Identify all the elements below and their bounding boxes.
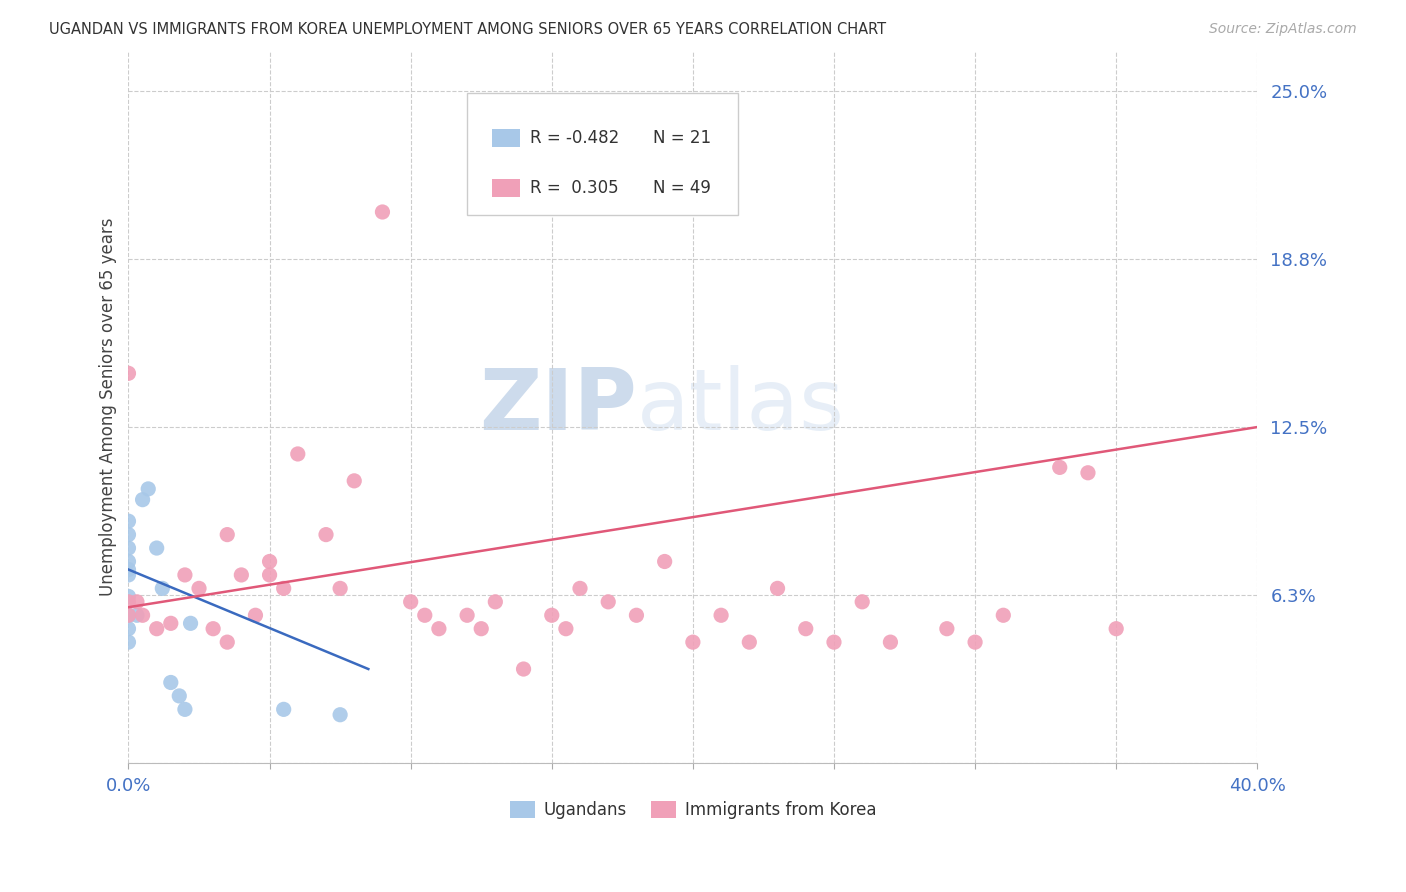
Point — [174, 568, 197, 582]
FancyBboxPatch shape — [492, 129, 520, 147]
Point — [125, 608, 148, 623]
Point — [117, 622, 139, 636]
Point — [371, 205, 394, 219]
Point — [117, 527, 139, 541]
Point — [174, 702, 197, 716]
Point — [626, 608, 648, 623]
Point — [231, 568, 253, 582]
Point — [738, 635, 761, 649]
Point — [117, 590, 139, 604]
Point — [117, 563, 139, 577]
FancyBboxPatch shape — [492, 179, 520, 197]
Text: R =  0.305: R = 0.305 — [530, 179, 619, 197]
Point — [287, 447, 309, 461]
Point — [259, 554, 281, 568]
Point — [117, 541, 139, 555]
Point — [180, 616, 202, 631]
Point — [259, 568, 281, 582]
Point — [125, 595, 148, 609]
Point — [117, 568, 139, 582]
Point — [569, 582, 592, 596]
Point — [117, 608, 139, 623]
Point — [217, 527, 239, 541]
Point — [159, 616, 181, 631]
Point — [794, 622, 817, 636]
Point — [145, 622, 167, 636]
Point — [456, 608, 478, 623]
Point — [427, 622, 450, 636]
Point — [399, 595, 422, 609]
Point — [598, 595, 620, 609]
Point — [851, 595, 873, 609]
Point — [136, 482, 159, 496]
Point — [1049, 460, 1071, 475]
Point — [217, 635, 239, 649]
Point — [169, 689, 191, 703]
Point — [159, 675, 181, 690]
Text: atlas: atlas — [637, 366, 845, 449]
Point — [710, 608, 733, 623]
Point — [188, 582, 211, 596]
Point — [273, 702, 295, 716]
Point — [117, 595, 139, 609]
Point — [470, 622, 492, 636]
Point — [554, 622, 576, 636]
Point — [202, 622, 225, 636]
Point — [131, 492, 153, 507]
Point — [766, 582, 789, 596]
Point — [1077, 466, 1099, 480]
Point — [993, 608, 1015, 623]
Point — [879, 635, 901, 649]
Point — [117, 366, 139, 380]
Text: Source: ZipAtlas.com: Source: ZipAtlas.com — [1209, 22, 1357, 37]
Point — [965, 635, 987, 649]
Point — [329, 582, 352, 596]
Point — [823, 635, 845, 649]
Point — [343, 474, 366, 488]
Point — [117, 635, 139, 649]
Point — [935, 622, 957, 636]
Text: R = -0.482: R = -0.482 — [530, 129, 620, 147]
Point — [273, 582, 295, 596]
Point — [329, 707, 352, 722]
Point — [682, 635, 704, 649]
Point — [512, 662, 534, 676]
Point — [1105, 622, 1128, 636]
Legend: Ugandans, Immigrants from Korea: Ugandans, Immigrants from Korea — [503, 795, 883, 826]
Point — [484, 595, 506, 609]
Point — [117, 554, 139, 568]
Point — [654, 554, 676, 568]
Point — [117, 608, 139, 623]
FancyBboxPatch shape — [467, 94, 738, 215]
Point — [131, 608, 153, 623]
Text: N = 49: N = 49 — [654, 179, 711, 197]
Point — [150, 582, 173, 596]
Point — [413, 608, 436, 623]
Point — [245, 608, 267, 623]
Y-axis label: Unemployment Among Seniors over 65 years: Unemployment Among Seniors over 65 years — [100, 218, 117, 596]
Point — [145, 541, 167, 555]
Point — [315, 527, 337, 541]
Point — [540, 608, 562, 623]
Text: N = 21: N = 21 — [654, 129, 711, 147]
Point — [117, 514, 139, 528]
Text: ZIP: ZIP — [478, 366, 637, 449]
Text: UGANDAN VS IMMIGRANTS FROM KOREA UNEMPLOYMENT AMONG SENIORS OVER 65 YEARS CORREL: UGANDAN VS IMMIGRANTS FROM KOREA UNEMPLO… — [49, 22, 886, 37]
